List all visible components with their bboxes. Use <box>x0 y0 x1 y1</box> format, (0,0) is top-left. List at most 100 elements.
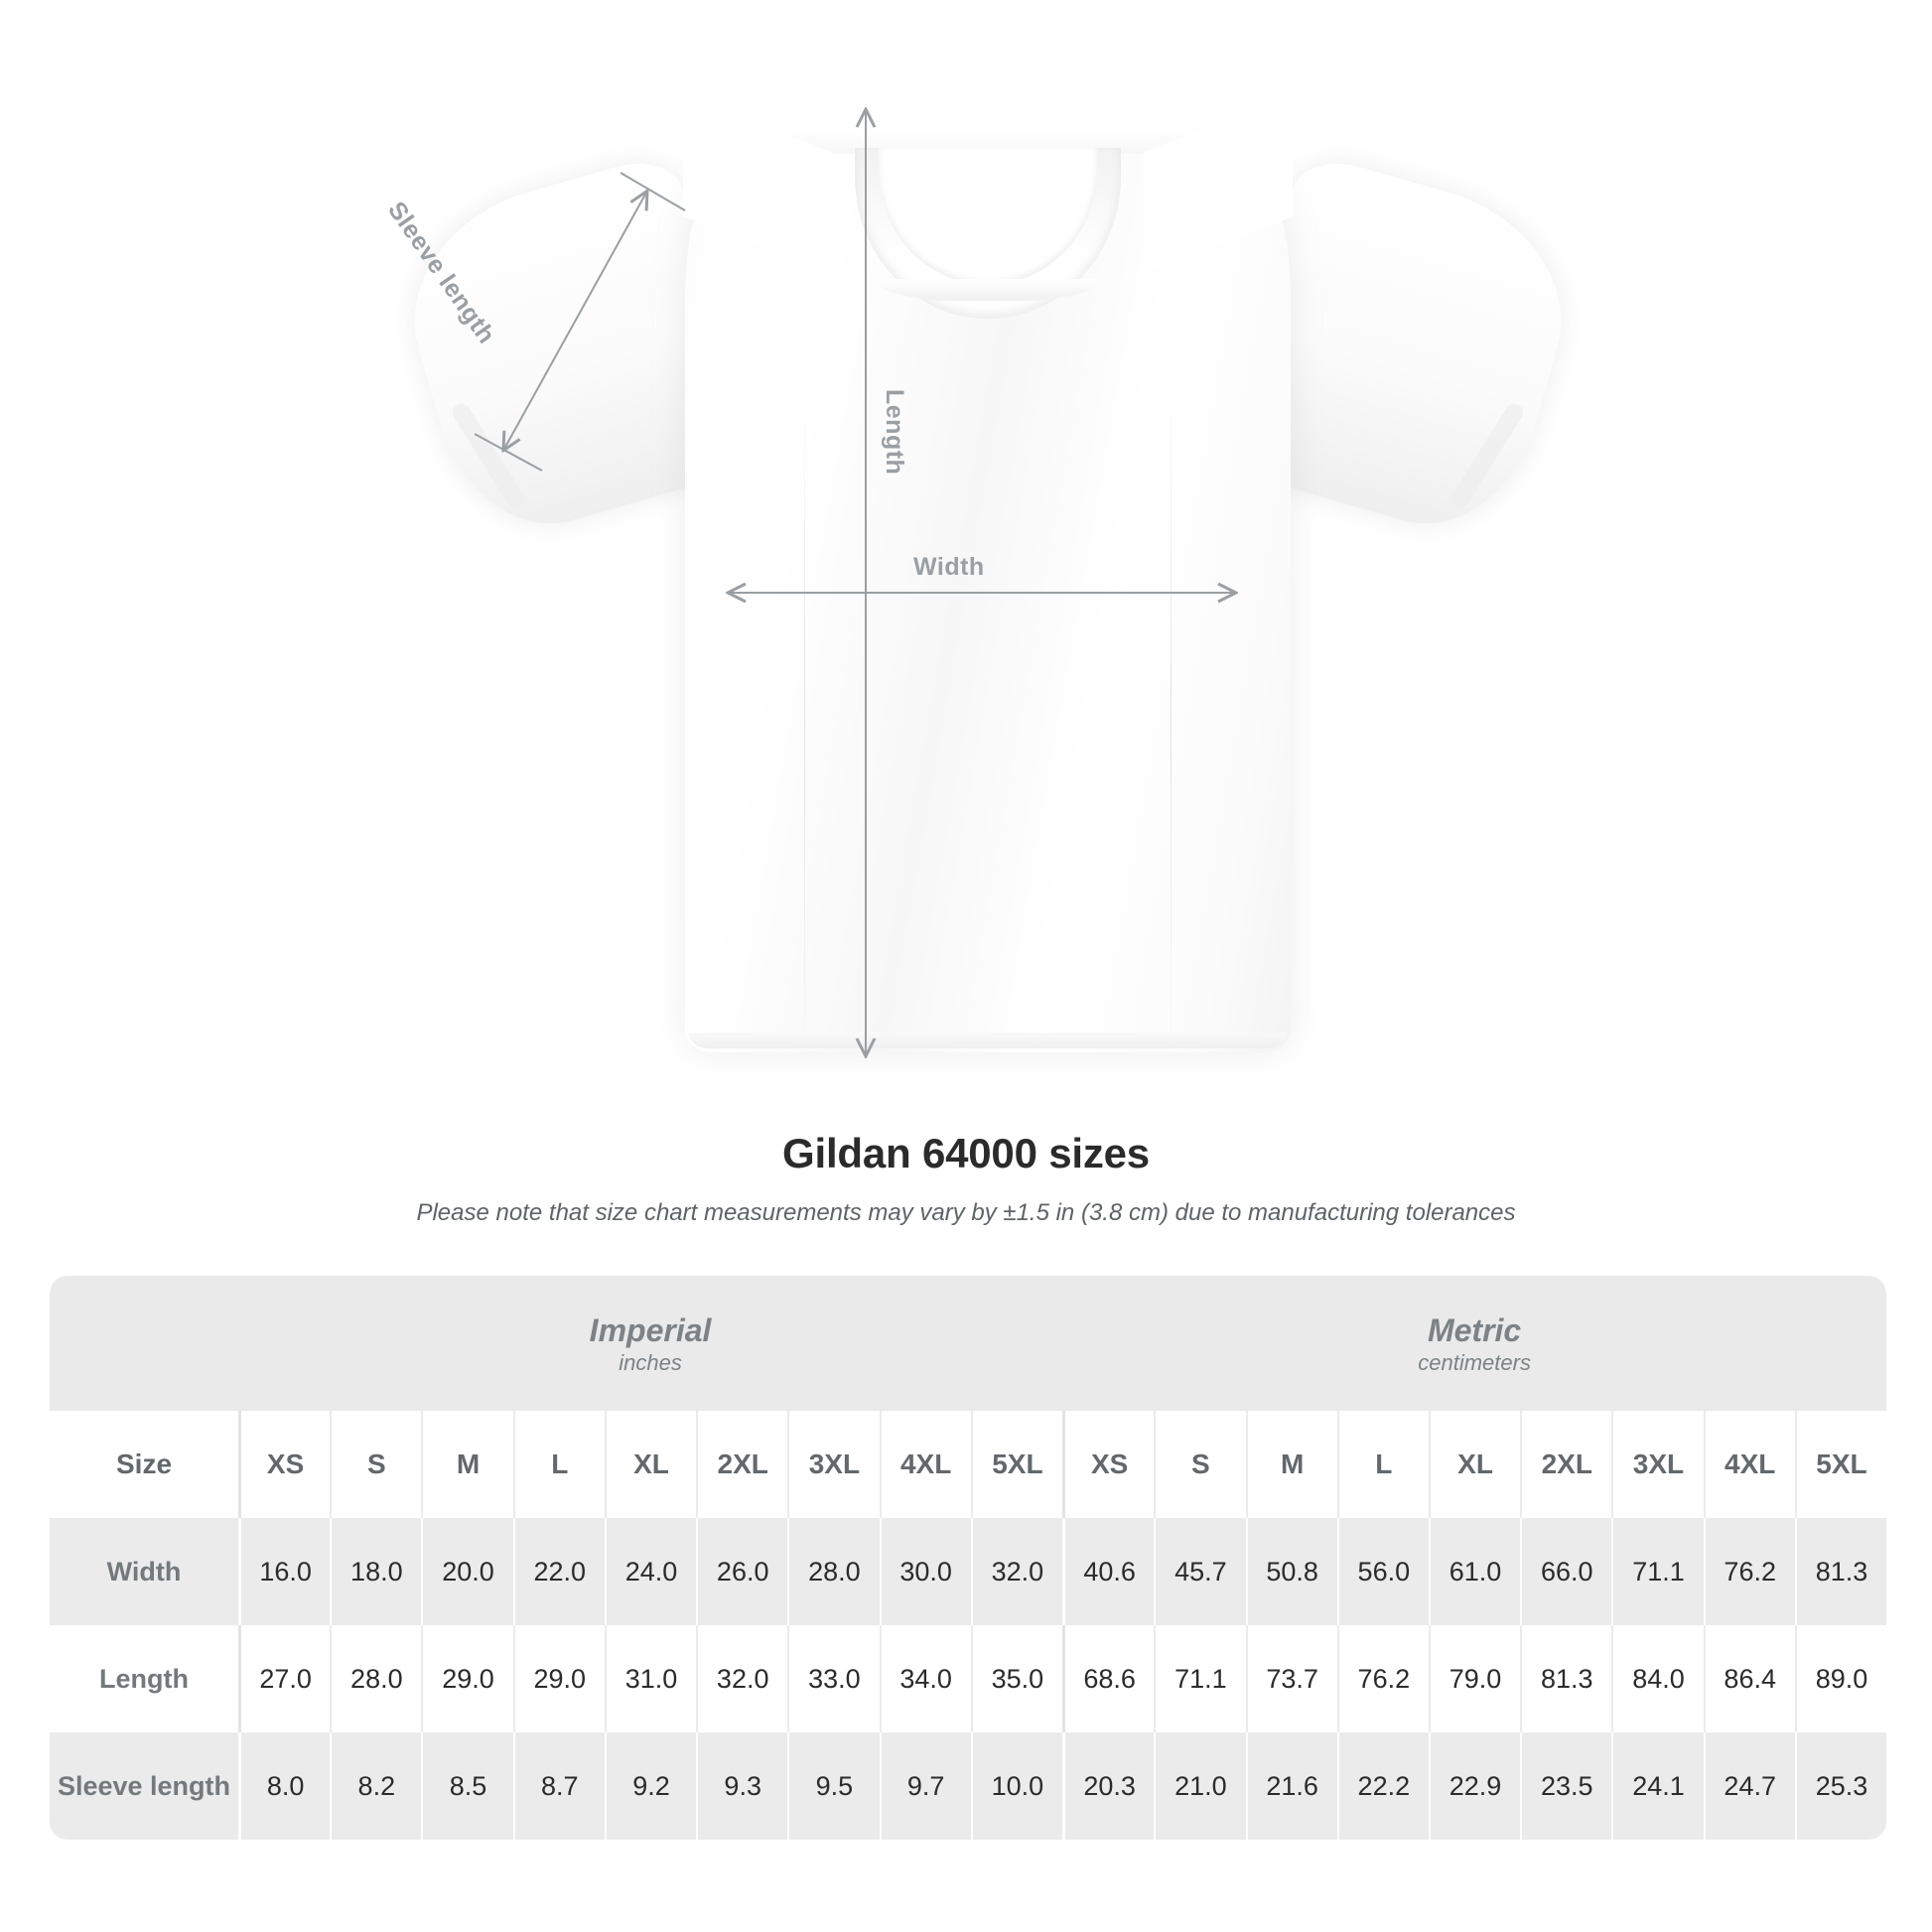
cell-width-metric-s: 45.7 <box>1154 1518 1246 1625</box>
cell-sleeve-length-imperial-5xl: 10.0 <box>970 1732 1063 1840</box>
size-header-metric-4xl: 4XL <box>1703 1411 1795 1518</box>
size-header-imperial-3xl: 3XL <box>787 1411 880 1518</box>
unit-group-metric-name: Metric <box>1427 1312 1522 1348</box>
tshirt-bottom-hem <box>689 1033 1287 1048</box>
size-header-imperial-5xl: 5XL <box>970 1411 1063 1518</box>
cell-length-imperial-2xl: 32.0 <box>696 1625 788 1732</box>
tshirt-graphic <box>385 94 1590 1067</box>
table-row-width: Width 16.0 18.0 20.0 22.0 24.0 26.0 28.0 30.0 32.… <box>50 1518 1887 1625</box>
size-header-metric-xs: XS <box>1062 1411 1155 1518</box>
cell-length-metric-s: 71.1 <box>1154 1625 1246 1732</box>
cell-width-imperial-l: 22.0 <box>512 1518 605 1625</box>
size-row-label: Size <box>50 1411 238 1518</box>
cell-sleeve-length-imperial-l: 8.7 <box>512 1732 605 1840</box>
size-header-metric-m: M <box>1245 1411 1337 1518</box>
cell-length-imperial-xl: 31.0 <box>604 1625 697 1732</box>
unit-group-header-row: Imperial inches Metric centimeters <box>50 1276 1887 1411</box>
size-header-imperial-4xl: 4XL <box>879 1411 971 1518</box>
cell-length-imperial-5xl: 35.0 <box>970 1625 1063 1732</box>
size-header-metric-l: L <box>1336 1411 1429 1518</box>
cell-width-metric-5xl: 81.3 <box>1794 1518 1887 1625</box>
cell-width-metric-2xl: 66.0 <box>1520 1518 1612 1625</box>
unit-group-imperial-sub: inches <box>619 1350 682 1375</box>
size-header-metric-2xl: 2XL <box>1520 1411 1612 1518</box>
size-header-metric-xl: XL <box>1428 1411 1521 1518</box>
cell-sleeve-length-metric-5xl: 25.3 <box>1794 1732 1887 1840</box>
size-header-imperial-s: S <box>330 1411 422 1518</box>
size-header-imperial-xs: XS <box>238 1411 331 1518</box>
cell-sleeve-length-imperial-m: 8.5 <box>421 1732 513 1840</box>
cell-length-imperial-m: 29.0 <box>421 1625 513 1732</box>
cell-length-metric-l: 76.2 <box>1336 1625 1429 1732</box>
cell-width-metric-xs: 40.6 <box>1062 1518 1155 1625</box>
unit-group-metric: Metric centimeters <box>1062 1276 1887 1411</box>
cell-sleeve-length-metric-s: 21.0 <box>1154 1732 1246 1840</box>
tshirt-collar-band <box>876 279 1100 301</box>
cell-length-imperial-3xl: 33.0 <box>787 1625 880 1732</box>
unit-group-imperial-name: Imperial <box>589 1312 712 1348</box>
tshirt-fold-right <box>1171 382 1172 1067</box>
size-header-metric-s: S <box>1154 1411 1246 1518</box>
table-row-length: Length 27.0 28.0 29.0 29.0 31.0 32.0 33.0 34.0 35… <box>50 1625 1887 1732</box>
cell-length-metric-m: 73.7 <box>1245 1625 1337 1732</box>
cell-length-metric-2xl: 81.3 <box>1520 1625 1612 1732</box>
length-label: Length <box>881 389 908 476</box>
cell-width-metric-l: 56.0 <box>1336 1518 1429 1625</box>
cell-width-metric-4xl: 76.2 <box>1703 1518 1795 1625</box>
row-label-width: Width <box>50 1518 238 1625</box>
size-header-metric-5xl: 5XL <box>1794 1411 1887 1518</box>
cell-width-imperial-4xl: 30.0 <box>879 1518 971 1625</box>
cell-sleeve-length-imperial-xl: 9.2 <box>604 1732 697 1840</box>
cell-length-imperial-4xl: 34.0 <box>879 1625 971 1732</box>
tshirt-fold-left <box>804 382 805 1067</box>
cell-width-imperial-2xl: 26.0 <box>696 1518 788 1625</box>
cell-sleeve-length-metric-l: 22.2 <box>1336 1732 1429 1840</box>
cell-length-metric-xs: 68.6 <box>1062 1625 1155 1732</box>
cell-length-imperial-s: 28.0 <box>330 1625 422 1732</box>
cell-width-imperial-m: 20.0 <box>421 1518 513 1625</box>
cell-width-imperial-3xl: 28.0 <box>787 1518 880 1625</box>
cell-sleeve-length-imperial-2xl: 9.3 <box>696 1732 788 1840</box>
unit-group-imperial: Imperial inches <box>238 1276 1063 1411</box>
measurement-arrows <box>474 0 1932 1107</box>
cell-width-imperial-xs: 16.0 <box>238 1518 331 1625</box>
width-label: Width <box>913 553 985 581</box>
row-label-sleeve-length: Sleeve length <box>50 1732 238 1840</box>
table-row-sleeve-length: Sleeve length 8.0 8.2 8.5 8.7 9.2 9.3 9.5 9.7 10.… <box>50 1732 1887 1840</box>
cell-sleeve-length-imperial-4xl: 9.7 <box>879 1732 971 1840</box>
shirt-illustration-panel: Length Width Sleeve length <box>382 0 1932 1107</box>
cell-sleeve-length-metric-3xl: 24.1 <box>1611 1732 1704 1840</box>
cell-length-imperial-xs: 27.0 <box>238 1625 331 1732</box>
cell-width-imperial-xl: 24.0 <box>604 1518 697 1625</box>
tolerance-note: Please note that size chart measurements… <box>416 1199 1516 1226</box>
cell-width-imperial-s: 18.0 <box>330 1518 422 1625</box>
size-header-imperial-2xl: 2XL <box>696 1411 788 1518</box>
cell-sleeve-length-metric-xl: 22.9 <box>1428 1732 1521 1840</box>
size-header-imperial-m: M <box>421 1411 513 1518</box>
cell-sleeve-length-metric-4xl: 24.7 <box>1703 1732 1795 1840</box>
chart-header: Gildan 64000 sizes Please note that size… <box>0 1130 1932 1227</box>
cell-length-metric-xl: 79.0 <box>1428 1625 1521 1732</box>
cell-length-metric-5xl: 89.0 <box>1794 1625 1887 1732</box>
sleeve-length-arrow-line <box>504 193 646 449</box>
cell-width-imperial-5xl: 32.0 <box>970 1518 1063 1625</box>
size-chart-table: Imperial inches Metric centimeters Size X… <box>50 1276 1887 1840</box>
unit-group-spacer <box>50 1276 238 1411</box>
cell-length-metric-4xl: 86.4 <box>1703 1625 1795 1732</box>
cell-sleeve-length-imperial-s: 8.2 <box>330 1732 422 1840</box>
size-header-imperial-l: L <box>512 1411 605 1518</box>
cell-length-imperial-l: 29.0 <box>512 1625 605 1732</box>
cell-width-metric-m: 50.8 <box>1245 1518 1337 1625</box>
unit-group-metric-sub: centimeters <box>1418 1350 1531 1375</box>
table-row-size-header: Size XS S M L XL 2XL 3XL 4XL 5XL XS S M L XL 2XL 3XL 4XL 5… <box>50 1411 1887 1518</box>
size-header-imperial-xl: XL <box>604 1411 697 1518</box>
cell-sleeve-length-metric-xs: 20.3 <box>1062 1732 1155 1840</box>
cell-sleeve-length-imperial-3xl: 9.5 <box>787 1732 880 1840</box>
cell-sleeve-length-metric-m: 21.6 <box>1245 1732 1337 1840</box>
cell-sleeve-length-metric-2xl: 23.5 <box>1520 1732 1612 1840</box>
cell-length-metric-3xl: 84.0 <box>1611 1625 1704 1732</box>
page-title: Gildan 64000 sizes <box>782 1130 1150 1176</box>
cell-width-metric-3xl: 71.1 <box>1611 1518 1704 1625</box>
sleeve-arrow-tick-bottom <box>474 433 543 472</box>
row-label-length: Length <box>50 1625 238 1732</box>
